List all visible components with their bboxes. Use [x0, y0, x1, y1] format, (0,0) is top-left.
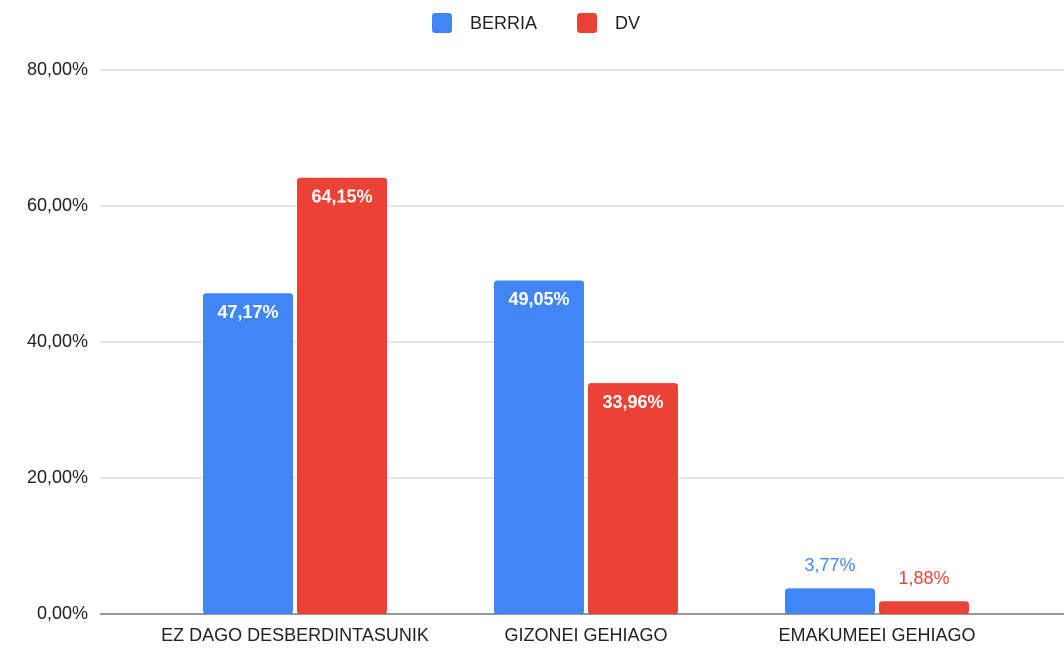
x-tick-label: EMAKUMEEI GEHIAGO [778, 625, 975, 645]
bar [297, 177, 387, 614]
data-label: 49,05% [508, 289, 569, 309]
y-tick-label: 80,00% [27, 59, 88, 79]
x-tick-label: EZ DAGO DESBERDINTASUNIK [161, 625, 429, 645]
data-label: 1,88% [898, 568, 949, 588]
data-label: 64,15% [311, 187, 372, 207]
bar [203, 293, 293, 614]
x-tick-label: GIZONEI GEHIAGO [504, 625, 667, 645]
y-tick-label: 20,00% [27, 467, 88, 487]
y-tick-label: 40,00% [27, 331, 88, 351]
legend-label: BERRIA [470, 13, 537, 33]
legend-label: DV [615, 13, 640, 33]
data-label: 3,77% [804, 555, 855, 575]
y-tick-label: 60,00% [27, 195, 88, 215]
bar [588, 383, 678, 614]
legend-swatch [432, 13, 452, 33]
data-label: 47,17% [217, 302, 278, 322]
legend-swatch [577, 13, 598, 33]
bar [494, 280, 584, 614]
y-tick-label: 0,00% [37, 603, 88, 623]
data-label: 33,96% [602, 392, 663, 412]
bar [785, 588, 875, 614]
bar [879, 601, 969, 614]
